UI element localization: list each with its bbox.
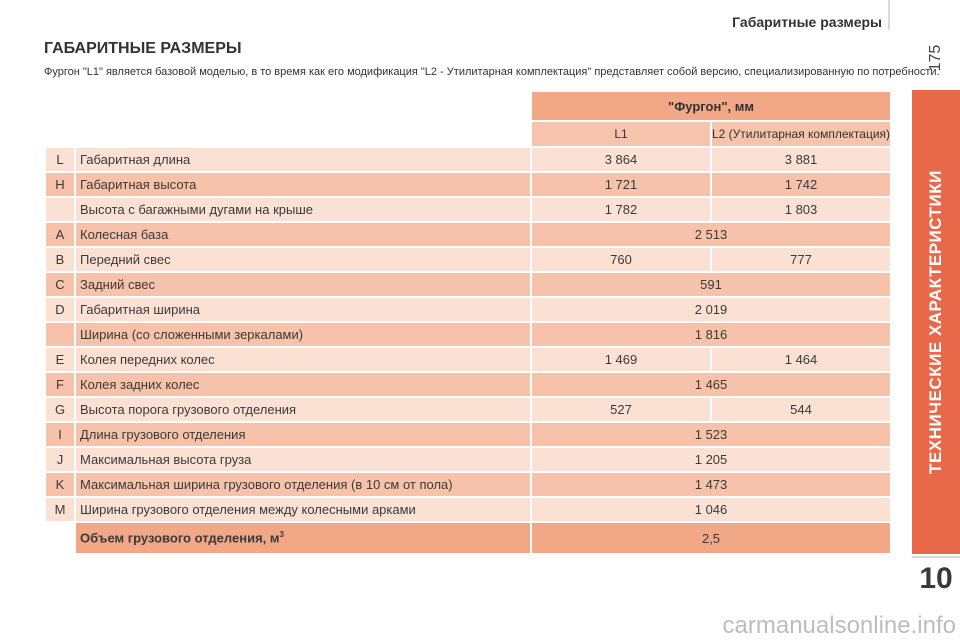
row-letter: C	[46, 273, 74, 296]
row-label: Колея задних колес	[76, 373, 530, 396]
table-row: B Передний свес 760 777	[46, 248, 891, 271]
row-label: Ширина (со сложенными зеркалами)	[76, 323, 530, 346]
row-value-l1: 1 469	[532, 348, 710, 371]
row-value-l2: 1 742	[712, 173, 891, 196]
row-letter: I	[46, 423, 74, 446]
table-row: I Длина грузового отделения 1 523	[46, 423, 891, 446]
row-letter	[46, 323, 74, 346]
row-value-both: 1 816	[532, 323, 891, 346]
row-label: Габаритная высота	[76, 173, 530, 196]
row-value-both: 2 513	[532, 223, 891, 246]
table-row: Ширина (со сложенными зеркалами) 1 816	[46, 323, 891, 346]
row-value-both: 1 205	[532, 448, 891, 471]
table-total-row: Объем грузового отделения, м3 2,5	[46, 523, 891, 553]
row-letter: B	[46, 248, 74, 271]
row-value-l2: 544	[712, 398, 891, 421]
running-header: Габаритные размеры	[732, 14, 882, 30]
dimensions-table: "Фургон", мм L1 L2 (Утилитарная комплект…	[44, 90, 892, 555]
column-header-l1: L1	[532, 122, 710, 146]
table-row: A Колесная база 2 513	[46, 223, 891, 246]
row-label: Максимальная ширина грузового отделения …	[76, 473, 530, 496]
row-value-both: 1 523	[532, 423, 891, 446]
section-intro: Фургон "L1" является базовой моделью, в …	[44, 66, 940, 78]
row-value-both: 2 019	[532, 298, 891, 321]
row-letter	[46, 198, 74, 221]
chapter-number: 10	[919, 562, 953, 595]
column-header-l2: L2 (Утилитарная комплектация)	[712, 122, 890, 146]
side-divider	[912, 556, 960, 558]
table-column-header-row: L1 L2 (Утилитарная комплектация)	[46, 122, 890, 146]
table-row: Высота с багажными дугами на крыше 1 782 1…	[46, 198, 891, 221]
header-divider	[888, 0, 890, 30]
row-letter: K	[46, 473, 74, 496]
chapter-side-tab-label-wrap: ТЕХНИЧЕСКИЕ ХАРАКТЕРИСТИКИ	[912, 90, 960, 554]
row-value-l2: 1 464	[712, 348, 891, 371]
chapter-side-tab	[912, 90, 960, 554]
table-row: D Габаритная ширина 2 019	[46, 298, 891, 321]
row-value-l1: 3 864	[532, 148, 710, 171]
table-group-header: "Фургон", мм	[532, 92, 891, 120]
table-row: F Колея задних колес 1 465	[46, 373, 891, 396]
row-value-l2: 1 803	[712, 198, 891, 221]
row-label: Задний свес	[76, 273, 530, 296]
table-row: C Задний свес 591	[46, 273, 891, 296]
row-label: Габаритная ширина	[76, 298, 530, 321]
table-row: H Габаритная высота 1 721 1 742	[46, 173, 891, 196]
total-label: Объем грузового отделения, м	[80, 530, 280, 546]
row-label: Ширина грузового отделения между колесны…	[76, 498, 530, 521]
row-letter: E	[46, 348, 74, 371]
row-letter: L	[46, 148, 74, 171]
row-value-both: 1 473	[532, 473, 891, 496]
table-row: L Габаритная длина 3 864 3 881	[46, 148, 891, 171]
row-label: Передний свес	[76, 248, 530, 271]
row-letter: A	[46, 223, 74, 246]
row-letter: F	[46, 373, 74, 396]
row-value-l1: 1 782	[532, 198, 710, 221]
row-letter: H	[46, 173, 74, 196]
row-value-l1: 760	[532, 248, 710, 271]
table-row: J Максимальная высота груза 1 205	[46, 448, 891, 471]
row-label: Высота порога грузового отделения	[76, 398, 530, 421]
row-label: Колесная база	[76, 223, 530, 246]
row-value-both: 1 046	[532, 498, 891, 521]
table-row: E Колея передних колес 1 469 1 464	[46, 348, 891, 371]
row-value-l2: 777	[712, 248, 891, 271]
total-label-cell: Объем грузового отделения, м3	[76, 523, 530, 553]
row-letter: M	[46, 498, 74, 521]
chapter-side-tab-label: ТЕХНИЧЕСКИЕ ХАРАКТЕРИСТИКИ	[926, 170, 945, 474]
total-value: 2,5	[532, 523, 891, 553]
table-group-header-row: "Фургон", мм	[46, 92, 891, 120]
table-row: G Высота порога грузового отделения 527 544	[46, 398, 891, 421]
row-label: Длина грузового отделения	[76, 423, 530, 446]
watermark: carmanualsonline.info	[722, 612, 956, 639]
row-label: Колея передних колес	[76, 348, 530, 371]
row-letter: D	[46, 298, 74, 321]
row-value-l1: 527	[532, 398, 710, 421]
row-letter: J	[46, 448, 74, 471]
table-row: K Максимальная ширина грузового отделения…	[46, 473, 891, 496]
row-label: Максимальная высота груза	[76, 448, 530, 471]
row-value-both: 1 465	[532, 373, 891, 396]
row-letter: G	[46, 398, 74, 421]
row-value-l2: 3 881	[712, 148, 891, 171]
row-value-l1: 1 721	[532, 173, 710, 196]
row-value-both: 591	[532, 273, 891, 296]
section-title: ГАБАРИТНЫЕ РАЗМЕРЫ	[44, 40, 242, 57]
row-label: Габаритная длина	[76, 148, 530, 171]
total-unit-superscript: 3	[279, 530, 284, 540]
table-row: M Ширина грузового отделения между колесн…	[46, 498, 891, 521]
row-label: Высота с багажными дугами на крыше	[76, 198, 530, 221]
